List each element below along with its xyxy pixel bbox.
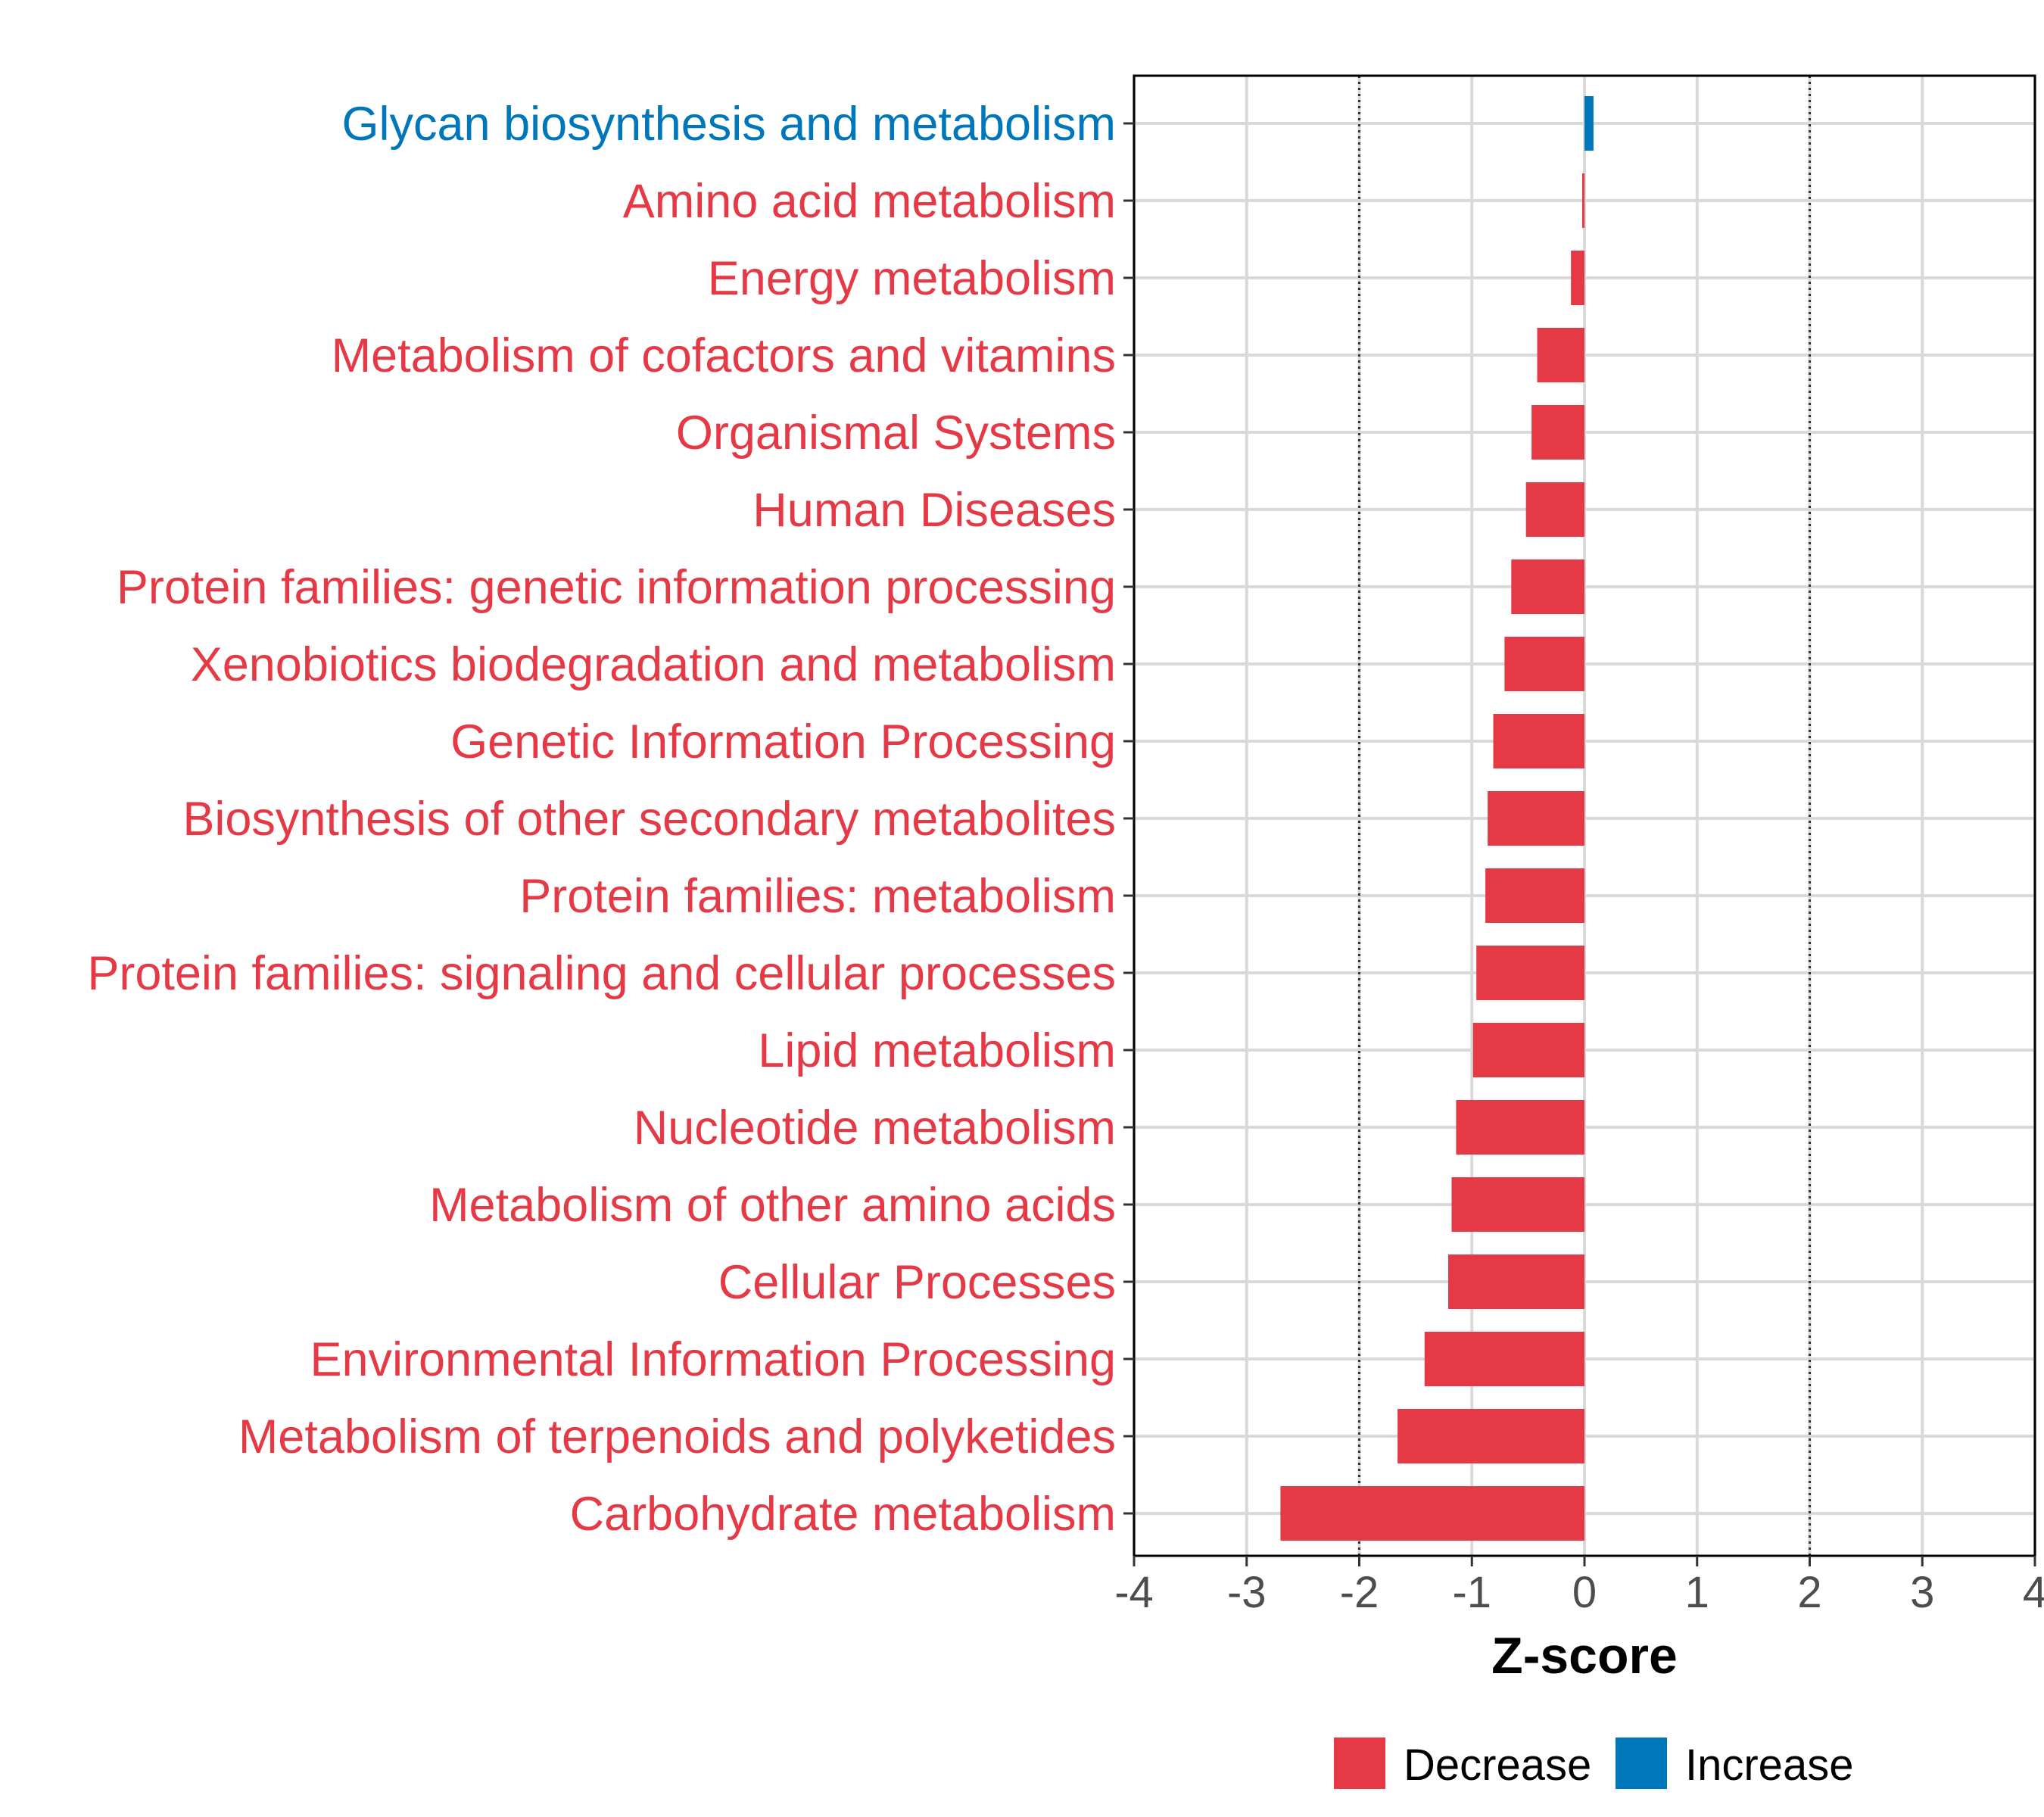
- bar: [1448, 1254, 1584, 1309]
- bar: [1571, 251, 1584, 305]
- category-label: Protein families: metabolism: [519, 870, 1116, 923]
- bar: [1537, 328, 1584, 382]
- x-tick-label: -1: [1452, 1568, 1491, 1617]
- bar: [1485, 868, 1584, 923]
- x-tick-label: 0: [1572, 1568, 1597, 1617]
- category-labels: Glycan biosynthesis and metabolism Amino …: [87, 98, 1116, 1541]
- bar: [1280, 1486, 1584, 1541]
- category-label: Organismal Systems: [676, 407, 1116, 460]
- category-label: Carbohydrate metabolism: [570, 1488, 1116, 1541]
- category-label: Human Diseases: [752, 484, 1116, 537]
- category-label: Amino acid metabolism: [623, 175, 1116, 228]
- legend-key: [1334, 1738, 1385, 1789]
- x-tick-label: 1: [1685, 1568, 1709, 1617]
- bar: [1456, 1100, 1584, 1155]
- category-label: Xenobiotics biodegradation and metabolis…: [191, 638, 1116, 691]
- x-tick-labels: -4 -3 -2 -1 0 1 2 3 4: [1114, 1568, 2044, 1617]
- category-label: Lipid metabolism: [758, 1024, 1116, 1077]
- reference-lines: [1358, 76, 1811, 1556]
- x-tick-label: -3: [1227, 1568, 1267, 1617]
- x-axis-title: Z-score: [1491, 1627, 1678, 1685]
- category-label: Cellular Processes: [718, 1256, 1116, 1309]
- legend: Decrease Increase: [1334, 1738, 1853, 1790]
- bar: [1424, 1332, 1584, 1386]
- x-tick-label: 2: [1797, 1568, 1821, 1617]
- category-label: Energy metabolism: [708, 252, 1116, 305]
- x-tick-label: -2: [1340, 1568, 1379, 1617]
- x-axis-ticks: [1133, 1556, 2036, 1566]
- bar: [1584, 96, 1594, 151]
- legend-label: Decrease: [1404, 1741, 1591, 1790]
- y-axis-ticks: [1123, 122, 1134, 1515]
- category-label: Protein families: signaling and cellular…: [87, 947, 1116, 1000]
- bar: [1531, 405, 1584, 460]
- category-label: Genetic Information Processing: [450, 715, 1116, 768]
- x-tick-label: -4: [1114, 1568, 1154, 1617]
- bar: [1511, 559, 1584, 614]
- bars: [1280, 96, 1594, 1541]
- legend-key: [1616, 1738, 1667, 1789]
- legend-label: Increase: [1685, 1741, 1853, 1790]
- bar: [1397, 1409, 1584, 1463]
- bar: [1504, 637, 1584, 691]
- bar: [1472, 1023, 1584, 1077]
- category-label: Biosynthesis of other secondary metaboli…: [182, 793, 1116, 846]
- bar: [1525, 482, 1584, 537]
- bar: [1493, 714, 1584, 768]
- category-label: Nucleotide metabolism: [634, 1102, 1116, 1155]
- category-label: Metabolism of cofactors and vitamins: [332, 329, 1116, 382]
- x-tick-label: 4: [2023, 1568, 2044, 1617]
- category-label: Environmental Information Processing: [310, 1333, 1116, 1386]
- category-label: Protein families: genetic information pr…: [117, 561, 1116, 614]
- bar: [1582, 173, 1585, 228]
- bar: [1451, 1177, 1584, 1232]
- category-label: Metabolism of other amino acids: [429, 1179, 1116, 1232]
- bar: [1488, 791, 1584, 846]
- category-label: Metabolism of terpenoids and polyketides: [238, 1410, 1116, 1463]
- category-label: Glycan biosynthesis and metabolism: [342, 98, 1117, 151]
- x-tick-label: 3: [1910, 1568, 1934, 1617]
- bar: [1476, 946, 1584, 1000]
